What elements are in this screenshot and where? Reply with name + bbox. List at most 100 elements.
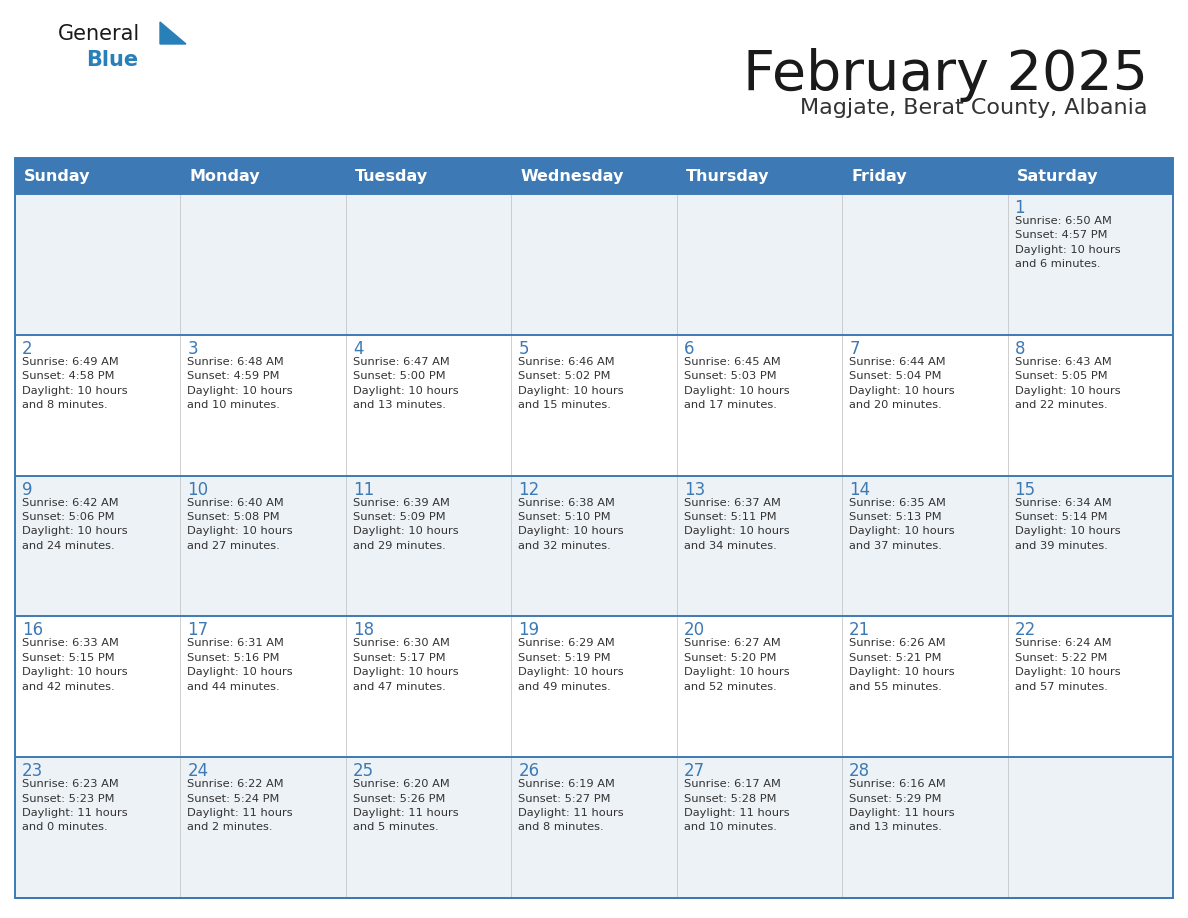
Bar [677,476,842,616]
Bar [15,476,181,616]
Text: Sunrise: 6:16 AM
Sunset: 5:29 PM
Daylight: 11 hours
and 13 minutes.: Sunrise: 6:16 AM Sunset: 5:29 PM Dayligh… [849,779,955,833]
Bar [842,757,1007,898]
Bar [346,158,511,194]
Bar [181,158,346,194]
Bar [15,158,181,194]
Text: Sunrise: 6:37 AM
Sunset: 5:11 PM
Daylight: 10 hours
and 34 minutes.: Sunrise: 6:37 AM Sunset: 5:11 PM Dayligh… [684,498,789,551]
Text: 15: 15 [1015,481,1036,498]
Bar [511,335,677,476]
Bar [15,757,181,898]
Text: Sunday: Sunday [24,169,90,184]
Text: Sunrise: 6:48 AM
Sunset: 4:59 PM
Daylight: 10 hours
and 10 minutes.: Sunrise: 6:48 AM Sunset: 4:59 PM Dayligh… [188,357,293,410]
Bar [1007,335,1173,476]
Bar [181,194,346,335]
Bar [181,616,346,757]
Text: Sunrise: 6:35 AM
Sunset: 5:13 PM
Daylight: 10 hours
and 37 minutes.: Sunrise: 6:35 AM Sunset: 5:13 PM Dayligh… [849,498,955,551]
Bar [15,616,181,757]
Text: 11: 11 [353,481,374,498]
Text: Blue: Blue [86,50,138,70]
Text: 4: 4 [353,340,364,358]
Text: Sunrise: 6:46 AM
Sunset: 5:02 PM
Daylight: 10 hours
and 15 minutes.: Sunrise: 6:46 AM Sunset: 5:02 PM Dayligh… [518,357,624,410]
Text: General: General [58,24,140,44]
Bar [181,757,346,898]
Text: 24: 24 [188,762,209,780]
Polygon shape [160,22,187,44]
Text: Sunrise: 6:40 AM
Sunset: 5:08 PM
Daylight: 10 hours
and 27 minutes.: Sunrise: 6:40 AM Sunset: 5:08 PM Dayligh… [188,498,293,551]
Bar [346,757,511,898]
Text: 19: 19 [518,621,539,640]
Bar [677,158,842,194]
Text: 1: 1 [1015,199,1025,217]
Text: 9: 9 [23,481,32,498]
Text: 27: 27 [684,762,704,780]
Bar [511,158,677,194]
Bar [842,158,1007,194]
Bar [346,616,511,757]
Text: 18: 18 [353,621,374,640]
Bar [1007,616,1173,757]
Bar [1007,158,1173,194]
Bar [842,476,1007,616]
Bar [511,757,677,898]
Bar [346,194,511,335]
Text: Tuesday: Tuesday [355,169,428,184]
Text: Sunrise: 6:34 AM
Sunset: 5:14 PM
Daylight: 10 hours
and 39 minutes.: Sunrise: 6:34 AM Sunset: 5:14 PM Dayligh… [1015,498,1120,551]
Bar [677,757,842,898]
Bar [677,194,842,335]
Text: 26: 26 [518,762,539,780]
Text: Monday: Monday [189,169,260,184]
Text: 25: 25 [353,762,374,780]
Text: Sunrise: 6:45 AM
Sunset: 5:03 PM
Daylight: 10 hours
and 17 minutes.: Sunrise: 6:45 AM Sunset: 5:03 PM Dayligh… [684,357,789,410]
Text: February 2025: February 2025 [742,48,1148,102]
Text: Thursday: Thursday [685,169,769,184]
Text: 16: 16 [23,621,43,640]
Text: Sunrise: 6:27 AM
Sunset: 5:20 PM
Daylight: 10 hours
and 52 minutes.: Sunrise: 6:27 AM Sunset: 5:20 PM Dayligh… [684,638,789,691]
Text: Sunrise: 6:23 AM
Sunset: 5:23 PM
Daylight: 11 hours
and 0 minutes.: Sunrise: 6:23 AM Sunset: 5:23 PM Dayligh… [23,779,127,833]
Bar [15,194,181,335]
Text: Saturday: Saturday [1017,169,1098,184]
Text: 5: 5 [518,340,529,358]
Bar [677,335,842,476]
Bar [1007,757,1173,898]
Bar [842,335,1007,476]
Text: 3: 3 [188,340,198,358]
Text: Sunrise: 6:22 AM
Sunset: 5:24 PM
Daylight: 11 hours
and 2 minutes.: Sunrise: 6:22 AM Sunset: 5:24 PM Dayligh… [188,779,293,833]
Text: Sunrise: 6:49 AM
Sunset: 4:58 PM
Daylight: 10 hours
and 8 minutes.: Sunrise: 6:49 AM Sunset: 4:58 PM Dayligh… [23,357,127,410]
Bar [677,616,842,757]
Bar [842,194,1007,335]
Text: Sunrise: 6:39 AM
Sunset: 5:09 PM
Daylight: 10 hours
and 29 minutes.: Sunrise: 6:39 AM Sunset: 5:09 PM Dayligh… [353,498,459,551]
Bar [511,616,677,757]
Text: Sunrise: 6:17 AM
Sunset: 5:28 PM
Daylight: 11 hours
and 10 minutes.: Sunrise: 6:17 AM Sunset: 5:28 PM Dayligh… [684,779,789,833]
Text: Sunrise: 6:19 AM
Sunset: 5:27 PM
Daylight: 11 hours
and 8 minutes.: Sunrise: 6:19 AM Sunset: 5:27 PM Dayligh… [518,779,624,833]
Bar [1007,476,1173,616]
Text: Sunrise: 6:26 AM
Sunset: 5:21 PM
Daylight: 10 hours
and 55 minutes.: Sunrise: 6:26 AM Sunset: 5:21 PM Dayligh… [849,638,955,691]
Text: Sunrise: 6:31 AM
Sunset: 5:16 PM
Daylight: 10 hours
and 44 minutes.: Sunrise: 6:31 AM Sunset: 5:16 PM Dayligh… [188,638,293,691]
Bar [346,476,511,616]
Text: 8: 8 [1015,340,1025,358]
Text: Sunrise: 6:30 AM
Sunset: 5:17 PM
Daylight: 10 hours
and 47 minutes.: Sunrise: 6:30 AM Sunset: 5:17 PM Dayligh… [353,638,459,691]
Text: 13: 13 [684,481,704,498]
Text: Sunrise: 6:24 AM
Sunset: 5:22 PM
Daylight: 10 hours
and 57 minutes.: Sunrise: 6:24 AM Sunset: 5:22 PM Dayligh… [1015,638,1120,691]
Bar [181,476,346,616]
Text: 14: 14 [849,481,871,498]
Text: Sunrise: 6:44 AM
Sunset: 5:04 PM
Daylight: 10 hours
and 20 minutes.: Sunrise: 6:44 AM Sunset: 5:04 PM Dayligh… [849,357,955,410]
Bar [842,616,1007,757]
Text: Sunrise: 6:50 AM
Sunset: 4:57 PM
Daylight: 10 hours
and 6 minutes.: Sunrise: 6:50 AM Sunset: 4:57 PM Dayligh… [1015,216,1120,269]
Text: 2: 2 [23,340,32,358]
Text: Magjate, Berat County, Albania: Magjate, Berat County, Albania [801,98,1148,118]
Text: Sunrise: 6:20 AM
Sunset: 5:26 PM
Daylight: 11 hours
and 5 minutes.: Sunrise: 6:20 AM Sunset: 5:26 PM Dayligh… [353,779,459,833]
Bar [1007,194,1173,335]
Text: 17: 17 [188,621,209,640]
Bar [511,476,677,616]
Text: Sunrise: 6:43 AM
Sunset: 5:05 PM
Daylight: 10 hours
and 22 minutes.: Sunrise: 6:43 AM Sunset: 5:05 PM Dayligh… [1015,357,1120,410]
Text: 21: 21 [849,621,871,640]
Bar [181,335,346,476]
Text: 7: 7 [849,340,860,358]
Text: 12: 12 [518,481,539,498]
Bar [15,158,1173,898]
Text: 22: 22 [1015,621,1036,640]
Text: Sunrise: 6:38 AM
Sunset: 5:10 PM
Daylight: 10 hours
and 32 minutes.: Sunrise: 6:38 AM Sunset: 5:10 PM Dayligh… [518,498,624,551]
Text: Sunrise: 6:33 AM
Sunset: 5:15 PM
Daylight: 10 hours
and 42 minutes.: Sunrise: 6:33 AM Sunset: 5:15 PM Dayligh… [23,638,127,691]
Text: 6: 6 [684,340,694,358]
Bar [15,335,181,476]
